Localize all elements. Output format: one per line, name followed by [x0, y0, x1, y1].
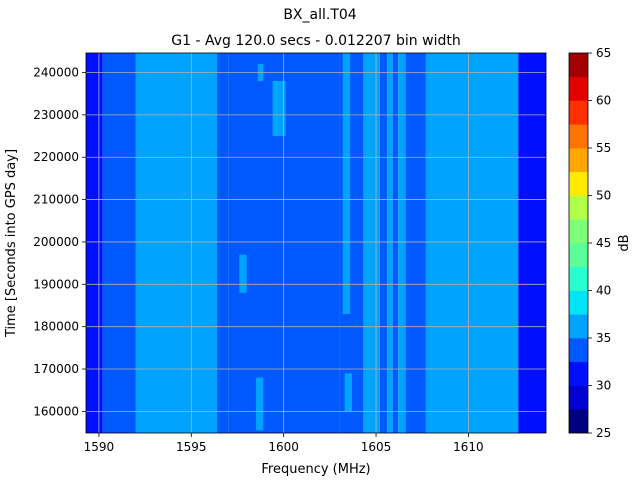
colorbar-label: dB: [617, 234, 632, 251]
colorbar-tick-label: 30: [596, 379, 611, 393]
x-tick-label: 1605: [361, 440, 392, 454]
y-tick-label: 160000: [33, 404, 79, 418]
colorbar-tick-label: 55: [596, 141, 611, 155]
x-tick-label: 1610: [453, 440, 484, 454]
y-tick-label: 180000: [33, 320, 79, 334]
heatmap-feature-2: [255, 377, 264, 431]
heatmap-band-10: [398, 53, 406, 433]
heatmap-band-1: [102, 53, 136, 433]
plot-area: [86, 53, 546, 433]
colorbar-tick-label: 50: [596, 189, 611, 203]
colorbar-segment-4: [569, 314, 588, 339]
heatmap-feature-4: [272, 80, 286, 137]
colorbar-tick-label: 35: [596, 331, 611, 345]
colorbar-tick-label: 25: [596, 426, 611, 440]
colorbar-segment-9: [569, 195, 588, 220]
x-tick-label: 1595: [176, 440, 207, 454]
heatmap-band-11: [405, 53, 426, 433]
colorbar-tick-label: 60: [596, 94, 611, 108]
y-tick-label: 230000: [33, 108, 79, 122]
x-axis: 1590 1595 1600 1605 1610: [84, 433, 484, 454]
colorbar-segment-7: [569, 243, 588, 268]
y-tick-label: 210000: [33, 193, 79, 207]
heatmap-band-8: [387, 53, 393, 433]
colorbar-segment-6: [569, 266, 588, 291]
colorbar-segment-11: [569, 148, 588, 173]
y-tick-label: 240000: [33, 65, 79, 79]
heatmap-feature-0: [209, 53, 218, 433]
colorbar-segment-2: [569, 361, 588, 386]
colorbar-tick-label: 40: [596, 284, 611, 298]
heatmap-feature-8: [425, 53, 432, 433]
y-axis: 160000 170000 180000 190000 200000 210000 2200…: [33, 65, 86, 418]
y-tick-label: 200000: [33, 235, 79, 249]
heatmap-feature-1: [239, 254, 247, 293]
colorbar-tick-label: 45: [596, 236, 611, 250]
chart-subtitle: G1 - Avg 120.0 secs - 0.012207 bin width: [171, 33, 460, 49]
x-axis-label: Frequency (MHz): [261, 462, 370, 477]
heatmap-band-12: [425, 53, 519, 433]
colorbar: [568, 52, 589, 434]
heatmap-feature-7: [363, 53, 373, 433]
chart-title: BX_all.T04: [283, 7, 356, 23]
y-tick-label: 190000: [33, 277, 79, 291]
colorbar-segment-3: [569, 338, 588, 363]
grid-lines: [86, 53, 546, 433]
heatmap-feature-6: [344, 373, 353, 412]
heatmap-band-0: [86, 53, 103, 433]
heatmap-band-9: [392, 53, 399, 433]
x-tick-label: 1590: [84, 440, 115, 454]
colorbar-segment-13: [569, 100, 588, 125]
heatmap-feature-9: [470, 157, 476, 192]
colorbar-axis: 25 30 35 40 45 50 55 60 65: [588, 46, 611, 440]
y-axis-label: Time [Seconds into GPS day]: [4, 149, 19, 338]
heatmap-band-2: [135, 53, 210, 433]
heatmap-band-7: [379, 53, 388, 433]
y-tick-label: 220000: [33, 150, 79, 164]
x-tick-label: 1600: [268, 440, 299, 454]
colorbar-segment-15: [569, 53, 588, 78]
colorbar-segment-12: [569, 124, 588, 149]
colorbar-segment-8: [569, 219, 588, 244]
colorbar-segment-5: [569, 290, 588, 315]
colorbar-segment-0: [569, 409, 588, 434]
y-tick-label: 170000: [33, 362, 79, 376]
colorbar-segment-1: [569, 385, 588, 410]
colorbar-segment-14: [569, 76, 588, 101]
heatmap-feature-5: [342, 53, 351, 314]
colorbar-segment-10: [569, 171, 588, 196]
plot-frame: [85, 52, 547, 434]
heatmap-band-13: [518, 53, 546, 433]
colorbar-tick-label: 65: [596, 46, 611, 60]
